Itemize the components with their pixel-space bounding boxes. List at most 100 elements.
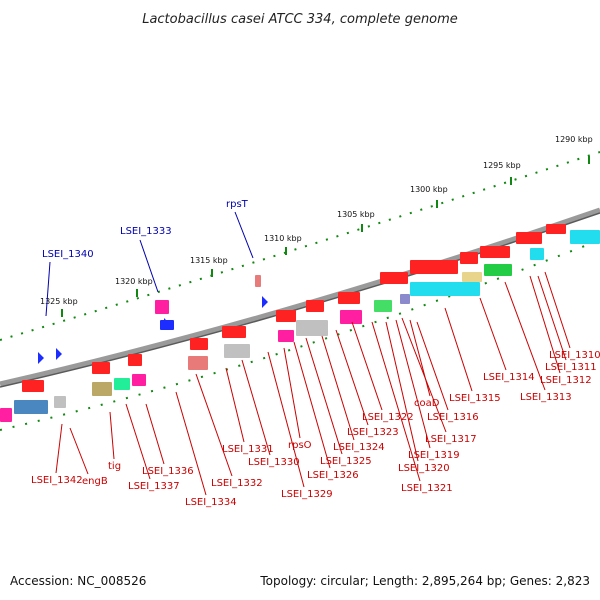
gene-feature [222,326,246,338]
gene-label: LSEI_1326 [307,470,359,481]
gene-label: LSEI_1330 [248,457,300,468]
gene-feature [380,272,408,284]
label-leader-line [321,335,355,441]
gene-label: LSEI_1315 [449,393,501,404]
label-leader-line [544,271,571,349]
gene-label: LSEI_1329 [281,489,333,500]
label-leader-line [234,211,254,259]
gene-label: LSEI_1312 [540,375,592,386]
label-leader-line [479,297,507,371]
accession-text: Accession: NC_008526 [10,574,147,588]
gene-feature [128,354,142,366]
gene-label: rpsO [288,440,312,451]
gene-feature [546,224,566,234]
gene-label: LSEI_1313 [520,392,572,403]
gene-feature [530,248,544,260]
ruler-major-tick [285,247,287,255]
label-leader-line [537,275,567,361]
ruler-label: 1315 kbp [190,256,228,265]
genome-backbone [0,207,600,387]
label-leader-line [385,321,419,462]
gene-feature [114,378,130,390]
gene-label: LSEI_1322 [362,412,414,423]
reverse-gene-marker [164,318,170,330]
gene-label: LSEI_1314 [483,372,535,383]
gene-label: LSEI_1336 [142,466,194,477]
ruler-major-tick [436,200,438,208]
gene-feature [296,320,328,336]
label-leader-line [195,373,233,477]
label-leader-line [409,319,431,397]
gene-label: LSEI_1342 [31,475,83,486]
gene-feature [276,310,296,322]
gene-feature [255,275,261,287]
gene-label: LSEI_1321 [401,483,453,494]
ruler-major-tick [61,309,63,317]
ruler-label: 1300 kbp [410,185,448,194]
label-leader-line [416,321,449,411]
ruler-ticks [61,156,590,317]
ruler-track [0,151,600,341]
gene-feature [340,310,362,324]
gene-feature [22,380,44,392]
ruler-major-tick [211,269,213,277]
gene-labels: 1290 kbp 1295 kbp 1300 kbp 1305 kbp 1310 kbp… [31,135,600,508]
ruler-major-tick [136,289,138,297]
gene-feature [14,400,48,414]
gene-label: LSEI_1320 [398,463,450,474]
label-leader-line [241,359,271,456]
reverse-gene-marker [262,296,268,308]
gene-feature [410,260,458,274]
ruler-label: 1290 kbp [555,135,593,144]
label-leader-line [125,403,151,480]
gene-feature [132,374,146,386]
gene-label: LSEI_1337 [128,481,180,492]
gene-label: LSEI_1323 [347,427,399,438]
gene-label: LSEI_1334 [185,497,237,508]
label-leader-line [371,321,421,482]
gene-feature [0,408,12,422]
gene-label: LSEI_1319 [408,450,460,461]
gene-label: LSEI_1317 [425,434,477,445]
ruler-label: 1325 kbp [40,297,78,306]
gene-feature [460,252,478,264]
label-leader-line [145,403,165,465]
gene-feature [400,294,410,304]
gene-feature [338,292,360,304]
label-leader-line [504,281,546,391]
gene-feature [155,300,169,314]
topology-text: Topology: circular; Length: 2,895,264 bp… [260,574,590,588]
label-leader-line [69,427,89,475]
gene-label: rpsT [226,199,249,210]
label-leader-line [139,239,159,293]
label-leader-line [335,329,369,426]
gene-feature [190,338,208,350]
label-leader-line [267,351,305,488]
gene-label: engB [82,476,108,487]
gene-features [0,224,600,422]
gene-label: LSEI_1325 [320,456,372,467]
ruler-major-tick [361,224,363,232]
label-leader-line [395,319,431,449]
ruler-label: 1310 kbp [264,234,302,243]
gene-label: LSEI_1316 [427,412,479,423]
gene-feature [374,300,392,312]
label-leader-line [401,317,447,433]
label-leader-line [444,307,473,392]
gene-feature [480,246,510,258]
gene-feature [410,282,480,296]
gene-feature [54,396,66,408]
label-leader-line [529,275,561,374]
label-leader-line [45,261,51,317]
gene-label: LSEI_1310 [549,350,600,361]
gene-feature [516,232,542,244]
gene-feature [570,230,600,244]
gene-feature [306,300,324,312]
gene-feature [462,272,482,282]
reverse-gene-marker [56,348,62,360]
gene-label: LSEI_1332 [211,478,263,489]
gene-feature [188,356,208,370]
gene-label: LSEI_1311 [545,362,597,373]
